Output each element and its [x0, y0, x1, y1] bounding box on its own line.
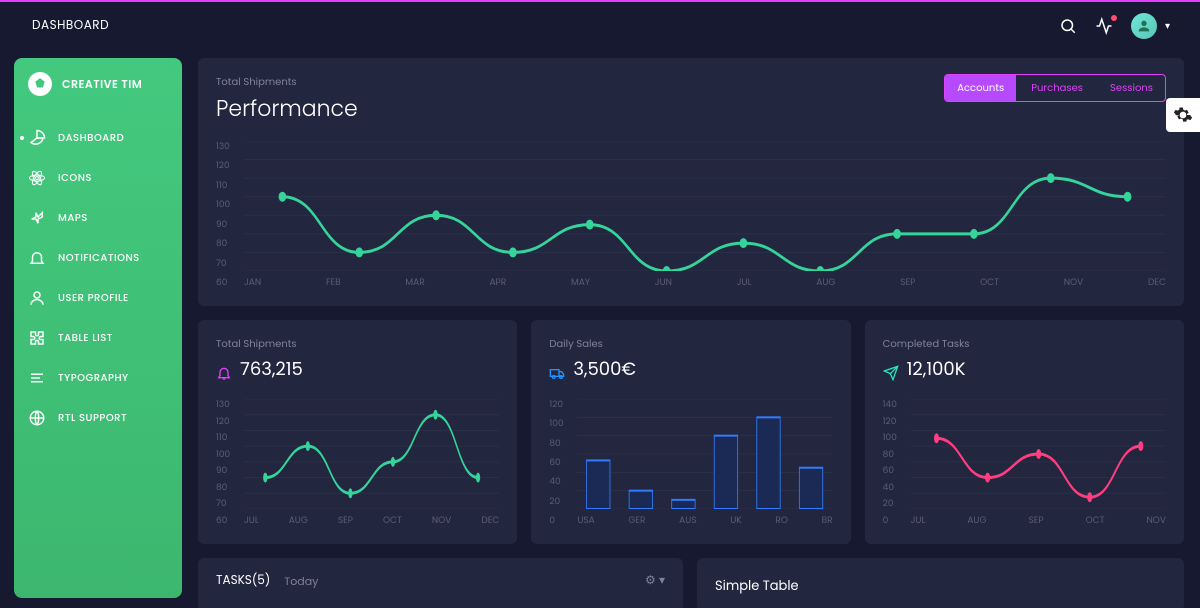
tab-accounts[interactable]: Accounts	[945, 75, 1016, 101]
simple-table-title: Simple Table	[715, 576, 799, 595]
perf-subtitle: Total Shipments	[216, 74, 358, 90]
brand-label: CREATIVE TIM	[62, 76, 142, 93]
sidebar-item-maps[interactable]: MAPS	[14, 198, 182, 238]
chevron-down-icon[interactable]: ▾	[1165, 18, 1170, 34]
tasks-list-card: TASKS(5) Today ⚙ ▾	[198, 558, 683, 608]
puzzle-icon	[28, 329, 46, 347]
gear-icon[interactable]: ⚙ ▾	[645, 572, 665, 590]
atom-icon	[28, 169, 46, 187]
bell-icon	[216, 362, 232, 378]
tasks-chart: 140120100806040200JULAUGSEPOCTNOV	[883, 399, 1166, 528]
user-icon	[28, 289, 46, 307]
sales-subtitle: Daily Sales	[549, 336, 832, 352]
brand-logo-icon	[28, 72, 52, 96]
pin-icon	[28, 209, 46, 227]
sidebar-item-rtl-support[interactable]: RTL SUPPORT	[14, 398, 182, 438]
shipments-chart: 13012011010090807060JULAUGSEPOCTNOVDEC	[216, 399, 499, 528]
perf-tabs: Accounts Purchases Sessions	[944, 74, 1166, 102]
simple-table-card: Simple Table	[697, 558, 1184, 608]
perf-title: Performance	[216, 92, 358, 125]
delivery-icon	[549, 362, 565, 378]
main: Total Shipments Performance Accounts Pur…	[182, 50, 1200, 608]
tab-purchases[interactable]: Purchases	[1019, 75, 1095, 101]
shipments-card: Total Shipments 763,215 1301201101009080…	[198, 320, 517, 544]
page-title: DASHBOARD	[32, 17, 109, 35]
sidebar-item-icons[interactable]: ICONS	[14, 158, 182, 198]
sales-chart: 120100806040200USAGERAUSUKROBR	[549, 399, 832, 528]
globe-icon	[28, 409, 46, 427]
tasks-value: 12,100K	[907, 356, 966, 383]
search-icon[interactable]	[1059, 17, 1077, 35]
send-icon	[883, 362, 899, 378]
shipments-subtitle: Total Shipments	[216, 336, 499, 352]
activity-icon[interactable]	[1095, 17, 1113, 35]
tasks-subtitle: Completed Tasks	[883, 336, 1166, 352]
sidebar-item-notifications[interactable]: NOTIFICATIONS	[14, 238, 182, 278]
topbar: DASHBOARD ▾	[0, 0, 1200, 50]
shipments-value: 763,215	[240, 356, 303, 383]
sidebar: CREATIVE TIM DASHBOARDICONSMAPSNOTIFICAT…	[14, 58, 182, 598]
lines-icon	[28, 369, 46, 387]
avatar[interactable]	[1131, 13, 1157, 39]
sidebar-item-dashboard[interactable]: DASHBOARD	[14, 118, 182, 158]
performance-card: Total Shipments Performance Accounts Pur…	[198, 58, 1184, 306]
sidebar-item-table-list[interactable]: TABLE LIST	[14, 318, 182, 358]
sales-card: Daily Sales 3,500€ 120100806040200USAGER…	[531, 320, 850, 544]
settings-float-button[interactable]	[1166, 98, 1200, 132]
sidebar-item-typography[interactable]: TYPOGRAPHY	[14, 358, 182, 398]
sales-value: 3,500€	[573, 356, 636, 383]
performance-chart: 13012011010090807060JANFEBMARAPRMAYJUNJU…	[216, 141, 1166, 290]
bell-icon	[28, 249, 46, 267]
brand[interactable]: CREATIVE TIM	[14, 72, 182, 112]
tasks-card: Completed Tasks 12,100K 1401201008060402…	[865, 320, 1184, 544]
sidebar-item-user-profile[interactable]: USER PROFILE	[14, 278, 182, 318]
tasks-list-title: TASKS(5)	[216, 572, 270, 590]
tab-sessions[interactable]: Sessions	[1098, 75, 1165, 101]
tasks-list-tab[interactable]: Today	[284, 573, 318, 590]
pie-icon	[28, 129, 46, 147]
